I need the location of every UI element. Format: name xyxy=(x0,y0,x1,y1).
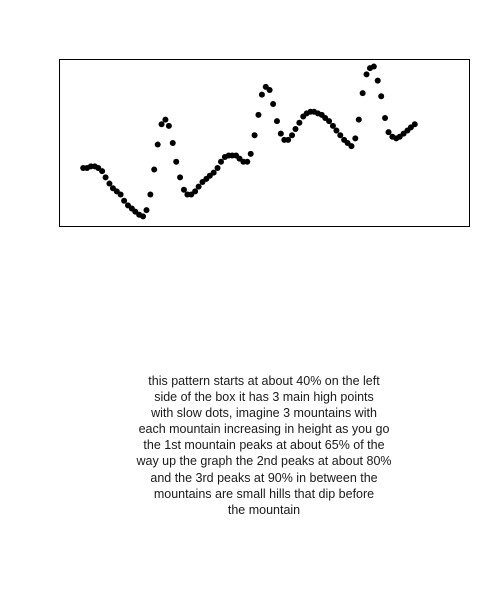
data-point xyxy=(411,121,418,128)
data-point xyxy=(378,93,385,100)
plot-frame xyxy=(59,59,470,227)
data-point xyxy=(355,116,362,123)
data-points xyxy=(80,63,418,220)
data-point xyxy=(158,121,165,128)
data-point xyxy=(370,63,377,70)
data-point xyxy=(277,130,284,137)
data-point xyxy=(192,188,199,195)
data-point xyxy=(273,118,280,125)
data-point xyxy=(244,158,251,165)
data-point xyxy=(289,132,296,139)
data-point xyxy=(247,150,254,157)
data-point xyxy=(162,116,169,123)
data-point xyxy=(154,141,161,148)
data-point xyxy=(143,207,150,214)
data-point xyxy=(169,140,176,146)
data-point xyxy=(292,125,299,132)
data-point xyxy=(296,119,303,126)
data-point xyxy=(329,122,336,129)
caption-line: side of the box it has 3 main high point… xyxy=(154,390,374,405)
data-point xyxy=(214,164,221,171)
caption-line: and the 3rd peaks at 90% in between the xyxy=(150,470,378,485)
data-point xyxy=(151,166,158,173)
data-point xyxy=(359,90,366,97)
data-point xyxy=(352,135,359,142)
data-point xyxy=(285,136,292,143)
data-point xyxy=(121,197,128,204)
data-point xyxy=(374,77,381,84)
data-point xyxy=(251,132,258,139)
caption-line: mountains are small hills that dip befor… xyxy=(153,486,375,501)
data-point xyxy=(258,91,265,98)
data-point xyxy=(363,71,370,78)
data-point xyxy=(337,132,344,139)
data-point xyxy=(348,143,355,150)
caption-line: with slow dots, imagine 3 mountains with xyxy=(151,406,377,421)
caption-line: the 1st mountain peaks at about 65% of t… xyxy=(143,438,385,453)
data-point xyxy=(195,183,202,190)
data-point xyxy=(99,168,106,175)
data-point xyxy=(333,127,340,134)
data-point xyxy=(270,101,277,107)
data-point xyxy=(385,129,392,136)
data-point xyxy=(106,180,113,187)
data-point xyxy=(266,86,273,93)
data-point xyxy=(180,186,187,193)
data-point xyxy=(117,191,124,198)
data-point xyxy=(326,118,333,125)
chart-caption: this pattern starts at about 40% on the … xyxy=(120,373,408,518)
caption-line: this pattern starts at about 40% on the … xyxy=(148,374,380,388)
data-point xyxy=(210,169,217,176)
caption-line: each mountain increasing in height as yo… xyxy=(138,422,390,437)
data-point xyxy=(147,191,154,198)
data-point xyxy=(140,213,147,220)
data-point xyxy=(218,158,224,165)
data-point xyxy=(255,111,262,118)
caption-line: the mountain xyxy=(227,502,301,517)
data-point xyxy=(177,174,184,181)
data-point xyxy=(173,158,180,165)
data-point xyxy=(165,122,172,129)
caption-line: way up the graph the 2nd peaks at about … xyxy=(136,454,392,469)
data-point xyxy=(102,174,109,181)
data-point xyxy=(382,115,389,122)
